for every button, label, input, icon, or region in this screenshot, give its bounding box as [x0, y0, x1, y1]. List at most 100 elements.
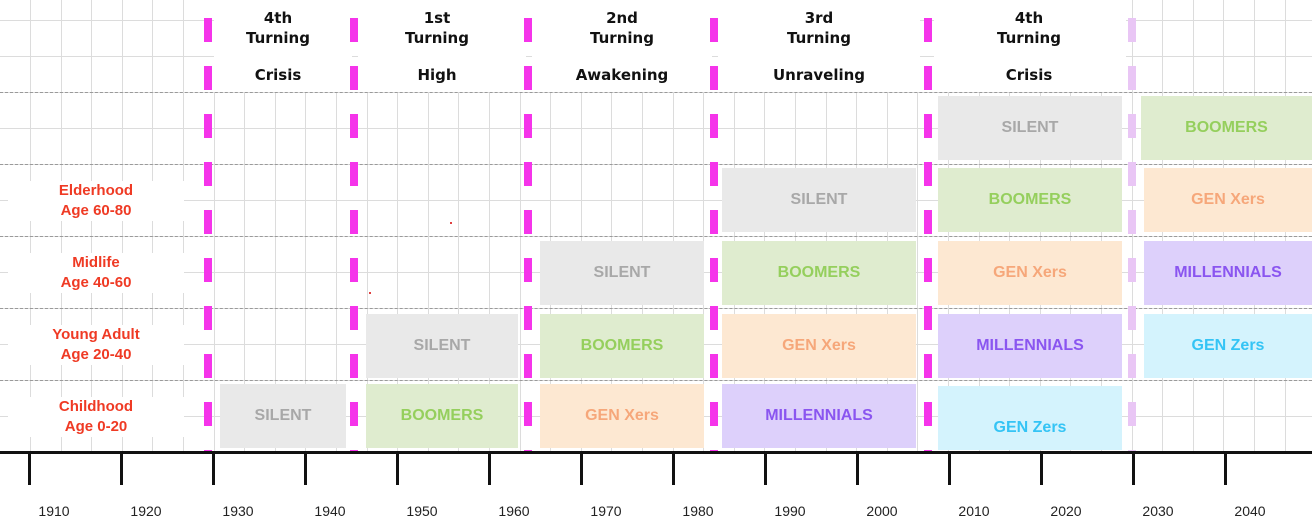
- row-separator: [0, 164, 1312, 165]
- turning-label-1: 4th Turning Crisis: [214, 8, 342, 85]
- row-separator: [0, 308, 1312, 309]
- timeline-tick: [1224, 453, 1227, 485]
- stage-ages: Age 40-60: [60, 274, 132, 291]
- stage-label-young-adult: Young Adult Age 20-40: [8, 325, 184, 365]
- timeline-tick: [120, 453, 123, 485]
- grid-line: [611, 0, 612, 452]
- timeline-tick: [764, 453, 767, 485]
- grid-line: [91, 0, 92, 452]
- turning-header-bg: [358, 0, 526, 92]
- grid-line: [367, 0, 368, 452]
- year-label: 1980: [682, 503, 714, 519]
- row-separator: [0, 380, 1312, 381]
- year-label: 1950: [406, 503, 438, 519]
- turning-divider: [710, 18, 718, 454]
- generation-block-silent: SILENT: [722, 168, 916, 232]
- grid-line: [30, 0, 31, 452]
- grid-line: [642, 0, 643, 452]
- year-label: 2000: [866, 503, 898, 519]
- timeline-tick: [396, 453, 399, 485]
- stray-dot: [369, 292, 371, 294]
- generation-block-millennials: MILLENNIALS: [722, 384, 916, 448]
- stray-dot: [450, 222, 452, 224]
- turning-kind: Crisis: [1005, 66, 1053, 84]
- generation-block-silent: SILENT: [540, 241, 704, 305]
- timeline-tick: [948, 453, 951, 485]
- turning-number: 4th: [1014, 9, 1044, 27]
- timeline-tick: [856, 453, 859, 485]
- grid-line: [0, 128, 1312, 129]
- stage-name: Young Adult: [52, 326, 140, 343]
- year-label: 1910: [38, 503, 70, 519]
- grid-line: [336, 0, 337, 452]
- generation-block-genx: GEN Xers: [722, 314, 916, 378]
- turning-label-5: 4th Turning Crisis: [934, 8, 1124, 85]
- generation-block-boomers: BOOMERS: [366, 384, 518, 448]
- stage-label-midlife: Midlife Age 40-60: [8, 253, 184, 293]
- turning-word: Turning: [246, 29, 310, 47]
- grid-line: [550, 0, 551, 452]
- generation-block-genz: GEN Zers: [1144, 314, 1312, 378]
- year-label: 1990: [774, 503, 806, 519]
- turning-number: 4th: [263, 9, 293, 27]
- generation-block-silent: SILENT: [938, 96, 1122, 160]
- grid-line: [61, 0, 62, 452]
- grid-line: [520, 0, 521, 452]
- grid-line: [917, 0, 918, 452]
- year-label: 2030: [1142, 503, 1174, 519]
- stage-name: Midlife: [72, 254, 120, 271]
- timeline-axis: [0, 451, 1312, 454]
- timeline-tick: [28, 453, 31, 485]
- grid-line: [489, 0, 490, 452]
- grid-line: [458, 0, 459, 452]
- turning-word: Turning: [997, 29, 1061, 47]
- generation-block-genx: GEN Xers: [938, 241, 1122, 305]
- grid-line: [275, 0, 276, 452]
- grid-line: [305, 0, 306, 452]
- grid-line: [152, 0, 153, 452]
- generation-block-boomers: BOOMERS: [1141, 96, 1312, 160]
- row-separator: [0, 92, 1312, 93]
- turning-divider: [350, 18, 358, 454]
- turning-number: 3rd: [804, 9, 834, 27]
- turning-divider-future: [1128, 18, 1136, 454]
- year-label: 1930: [222, 503, 254, 519]
- timeline-tick: [304, 453, 307, 485]
- grid-line: [397, 0, 398, 452]
- generation-block-silent: SILENT: [366, 314, 518, 378]
- turning-divider: [924, 18, 932, 454]
- generation-block-genz: GEN Zers: [938, 386, 1122, 450]
- stage-name: Elderhood: [58, 182, 134, 199]
- year-label: 1940: [314, 503, 346, 519]
- turning-word: Turning: [787, 29, 851, 47]
- turning-kind: Crisis: [254, 66, 302, 84]
- year-label: 2020: [1050, 503, 1082, 519]
- grid-line: [673, 0, 674, 452]
- generation-block-millennials: MILLENNIALS: [938, 314, 1122, 378]
- turning-header-bg: [214, 0, 352, 92]
- turning-number: 2nd: [606, 9, 638, 27]
- year-label: 1920: [130, 503, 162, 519]
- turning-kind: Awakening: [575, 66, 669, 84]
- timeline-tick: [1040, 453, 1043, 485]
- grid-line: [122, 0, 123, 452]
- stage-label-childhood: Childhood Age 0-20: [8, 397, 184, 437]
- stage-name: Childhood: [58, 398, 134, 415]
- generation-block-millennials: MILLENNIALS: [1144, 241, 1312, 305]
- stage-label-elderhood: Elderhood Age 60-80: [8, 181, 184, 221]
- grid-line: [703, 0, 704, 452]
- turning-kind: Unraveling: [772, 66, 866, 84]
- timeline-tick: [212, 453, 215, 485]
- grid-line: [0, 200, 1312, 201]
- turning-header-bg: [934, 0, 1126, 92]
- year-label: 2010: [958, 503, 990, 519]
- year-label: 2040: [1234, 503, 1266, 519]
- generation-block-boomers: BOOMERS: [540, 314, 704, 378]
- turning-label-3: 2nd Turning Awakening: [532, 8, 712, 85]
- turning-divider: [524, 18, 532, 454]
- generation-block-genx: GEN Xers: [540, 384, 704, 448]
- turning-kind: High: [417, 66, 457, 84]
- timeline-tick: [1132, 453, 1135, 485]
- timeline-tick: [580, 453, 583, 485]
